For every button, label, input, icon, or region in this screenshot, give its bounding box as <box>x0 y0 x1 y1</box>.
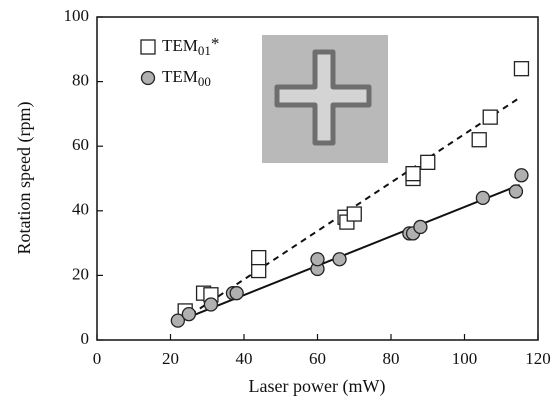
inset-image <box>262 35 388 163</box>
x-tick-label: 100 <box>452 349 478 368</box>
square-marker <box>252 251 266 265</box>
y-tick-label: 100 <box>64 6 90 25</box>
square-marker <box>421 155 435 169</box>
x-axis-title: Laser power (mW) <box>249 376 386 397</box>
y-tick-label: 20 <box>72 264 89 283</box>
circle-marker <box>142 72 155 85</box>
x-tick-label: 40 <box>236 349 253 368</box>
legend-label: TEM01* <box>162 34 219 58</box>
circle-marker <box>311 253 324 266</box>
y-axis-title: Rotation speed (rpm) <box>14 102 35 255</box>
square-marker <box>406 167 420 181</box>
circle-marker <box>414 220 427 233</box>
square-marker <box>252 264 266 278</box>
circle-marker <box>509 185 522 198</box>
x-tick-label: 80 <box>383 349 400 368</box>
circle-marker <box>204 298 217 311</box>
square-marker <box>141 40 155 54</box>
x-tick-label: 20 <box>162 349 179 368</box>
chart: Laser power (mW) Rotation speed (rpm) 0 2… <box>0 0 552 405</box>
x-tick-label: 0 <box>93 349 102 368</box>
y-tick-label: 80 <box>72 71 89 90</box>
circle-marker <box>230 287 243 300</box>
circle-marker <box>182 308 195 321</box>
square-marker <box>347 207 361 221</box>
x-tick-label: 120 <box>525 349 551 368</box>
circle-marker <box>333 253 346 266</box>
square-marker <box>483 110 497 124</box>
fit-line <box>176 185 520 322</box>
x-tick-label: 60 <box>309 349 326 368</box>
square-marker <box>472 133 486 147</box>
y-tick-label: 0 <box>81 329 90 348</box>
y-tick-label: 60 <box>72 135 89 154</box>
y-tick-label: 40 <box>72 200 89 219</box>
square-marker <box>514 62 528 76</box>
circle-marker <box>476 191 489 204</box>
legend-label: TEM00 <box>162 67 211 89</box>
circle-marker <box>515 169 528 182</box>
